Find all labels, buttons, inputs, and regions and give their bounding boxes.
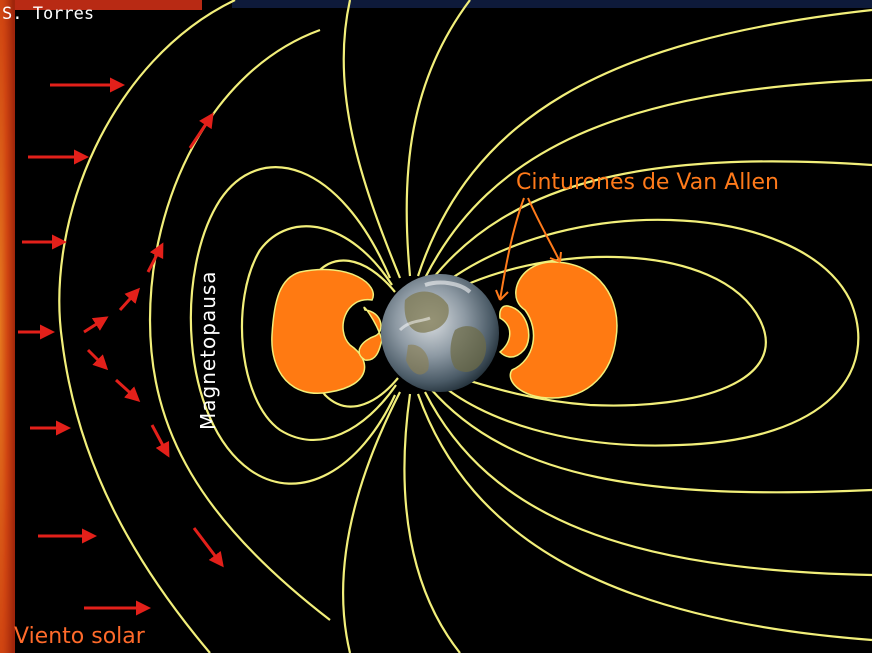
van-allen-belt-left-outer	[271, 268, 374, 395]
field-line-day-1	[189, 166, 396, 485]
sun-surface-icon	[0, 0, 15, 653]
tail-line-bottom-2	[424, 391, 872, 577]
pointer-inner-belt	[499, 197, 525, 301]
deflected-wind-arrow-icon	[192, 527, 224, 568]
deflected-wind-arrow-icon	[188, 112, 214, 149]
deflected-wind-arrow-icon	[118, 287, 141, 312]
van-allen-belt-left-inner	[358, 306, 383, 361]
pointer-inner-head	[495, 289, 509, 301]
solar-wind-arrows	[18, 77, 224, 616]
tail-line-bottom-1	[416, 393, 872, 642]
pointer-outer-head	[549, 251, 562, 263]
tail-line-top-1	[416, 8, 872, 277]
sun-glow	[0, 0, 15, 653]
tail-line-top-2	[424, 78, 872, 279]
van-allen-belt-right-outer	[509, 261, 618, 399]
deflected-wind-arrow-icon	[114, 378, 141, 403]
belt-label-pointers	[495, 197, 562, 301]
solar-wind-label: Viento solar	[14, 624, 145, 649]
field-line-polar-bottom-2	[403, 393, 461, 653]
tail-line-top-3	[429, 160, 872, 283]
deflected-wind-arrow-icon	[146, 242, 164, 273]
van-allen-belts-label: Cinturones de Van Allen	[516, 170, 779, 195]
field-line-day-2	[240, 225, 397, 441]
earth-globe-icon	[381, 274, 499, 392]
magnetopause-line	[58, 0, 236, 653]
pointer-outer-belt	[527, 197, 561, 263]
deflected-wind-arrow-icon	[86, 348, 109, 371]
tail-line-bottom-3	[429, 387, 872, 494]
top-bar-navy	[232, 0, 872, 8]
field-lines	[58, 0, 872, 653]
image-credit: S. Torres	[2, 4, 95, 24]
field-line-polar-top-2	[405, 0, 471, 277]
night-loop-outer	[435, 218, 860, 447]
field-line-polar-top-1	[342, 0, 402, 279]
deflected-wind-arrow-icon	[83, 316, 109, 334]
night-loop-inner	[439, 255, 767, 407]
field-line-polar-bottom-1	[341, 391, 401, 653]
deflected-wind-arrow-icon	[150, 424, 170, 458]
field-line-left-outer	[148, 28, 331, 621]
top-bar-red	[0, 0, 202, 10]
van-allen-belt-right-inner	[498, 305, 530, 358]
magnetopause-label: Magnetopausa	[196, 270, 220, 430]
